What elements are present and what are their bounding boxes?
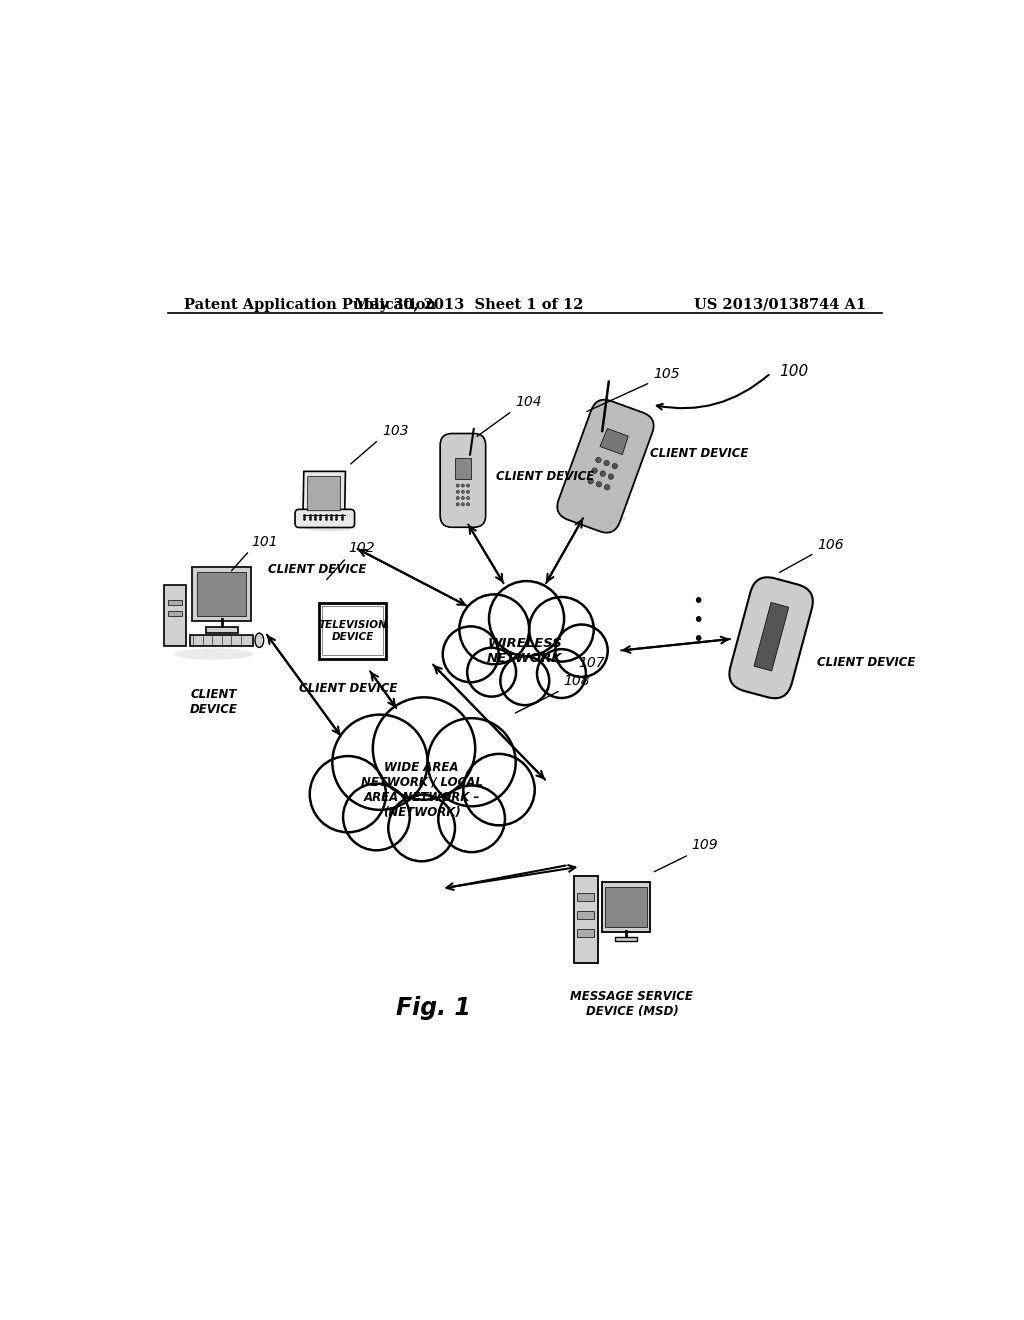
Text: •: • bbox=[692, 611, 703, 630]
Text: CLIENT DEVICE: CLIENT DEVICE bbox=[650, 447, 749, 461]
Bar bbox=[615, 937, 637, 941]
Ellipse shape bbox=[455, 615, 595, 686]
Circle shape bbox=[588, 478, 594, 484]
Ellipse shape bbox=[301, 521, 356, 531]
FancyBboxPatch shape bbox=[295, 510, 354, 528]
Circle shape bbox=[596, 457, 601, 463]
Text: 107: 107 bbox=[579, 656, 605, 669]
Bar bbox=[168, 601, 182, 606]
Text: •: • bbox=[692, 630, 703, 649]
Ellipse shape bbox=[450, 516, 476, 521]
Ellipse shape bbox=[174, 648, 253, 660]
Circle shape bbox=[596, 482, 602, 487]
Circle shape bbox=[467, 484, 470, 487]
FancyBboxPatch shape bbox=[557, 400, 653, 533]
Bar bbox=[206, 627, 238, 632]
Text: 104: 104 bbox=[515, 396, 542, 409]
Circle shape bbox=[438, 785, 505, 853]
Text: CLIENT DEVICE: CLIENT DEVICE bbox=[497, 470, 595, 483]
Text: 103: 103 bbox=[382, 424, 409, 438]
Ellipse shape bbox=[327, 744, 517, 836]
Ellipse shape bbox=[583, 513, 626, 523]
Text: May 30, 2013  Sheet 1 of 12: May 30, 2013 Sheet 1 of 12 bbox=[354, 297, 584, 312]
FancyBboxPatch shape bbox=[440, 433, 485, 527]
Text: 102: 102 bbox=[348, 541, 375, 556]
Text: 101: 101 bbox=[252, 535, 279, 549]
Text: 105: 105 bbox=[653, 367, 680, 381]
FancyBboxPatch shape bbox=[729, 577, 813, 698]
Circle shape bbox=[467, 503, 470, 506]
Bar bbox=[189, 635, 253, 647]
Circle shape bbox=[428, 718, 516, 807]
Circle shape bbox=[462, 503, 465, 506]
Text: CLIENT
DEVICE: CLIENT DEVICE bbox=[189, 688, 238, 715]
Circle shape bbox=[462, 490, 465, 494]
Circle shape bbox=[463, 754, 535, 825]
Circle shape bbox=[604, 484, 610, 490]
Circle shape bbox=[604, 461, 609, 466]
Circle shape bbox=[343, 784, 410, 850]
Text: 106: 106 bbox=[817, 537, 844, 552]
Text: 109: 109 bbox=[691, 838, 718, 853]
Text: 108: 108 bbox=[563, 675, 590, 688]
Circle shape bbox=[456, 496, 460, 500]
Circle shape bbox=[608, 474, 613, 479]
Circle shape bbox=[309, 756, 386, 833]
Bar bbox=[605, 887, 647, 928]
Text: CLIENT DEVICE: CLIENT DEVICE bbox=[299, 682, 397, 696]
Text: •: • bbox=[692, 593, 703, 611]
Circle shape bbox=[333, 714, 428, 810]
Polygon shape bbox=[303, 471, 345, 515]
Bar bbox=[578, 929, 594, 937]
Circle shape bbox=[456, 484, 460, 487]
Circle shape bbox=[456, 503, 460, 506]
Circle shape bbox=[467, 648, 516, 697]
Polygon shape bbox=[307, 477, 341, 511]
Circle shape bbox=[592, 467, 597, 474]
Circle shape bbox=[600, 471, 605, 477]
Text: TELEVISION
DEVICE: TELEVISION DEVICE bbox=[318, 620, 387, 642]
Circle shape bbox=[460, 594, 529, 664]
Bar bbox=[578, 894, 594, 902]
Bar bbox=[168, 611, 182, 615]
Bar bbox=[602, 882, 650, 932]
Circle shape bbox=[467, 490, 470, 494]
Bar bbox=[319, 603, 386, 659]
Bar bbox=[578, 911, 594, 920]
Text: Fig. 1: Fig. 1 bbox=[396, 995, 471, 1020]
Circle shape bbox=[442, 627, 499, 682]
Ellipse shape bbox=[255, 634, 264, 647]
Text: 100: 100 bbox=[778, 364, 808, 379]
Bar bbox=[191, 568, 252, 620]
Bar bbox=[455, 458, 471, 479]
Circle shape bbox=[388, 795, 455, 861]
Text: Patent Application Publication: Patent Application Publication bbox=[183, 297, 435, 312]
Circle shape bbox=[501, 656, 549, 705]
Text: CLIENT DEVICE: CLIENT DEVICE bbox=[267, 564, 366, 577]
Bar bbox=[754, 602, 788, 671]
Polygon shape bbox=[600, 429, 629, 454]
Text: MESSAGE SERVICE
DEVICE (MSD): MESSAGE SERVICE DEVICE (MSD) bbox=[570, 990, 693, 1018]
Circle shape bbox=[555, 624, 607, 677]
Circle shape bbox=[612, 463, 617, 469]
Circle shape bbox=[489, 581, 564, 656]
Text: WIDE AREA
NETWORK / LOCAL
AREA NETWORK –
(NETWORK): WIDE AREA NETWORK / LOCAL AREA NETWORK –… bbox=[360, 760, 482, 818]
Circle shape bbox=[462, 484, 465, 487]
Circle shape bbox=[537, 649, 586, 698]
Circle shape bbox=[456, 490, 460, 494]
Text: WIRELESS
NETWORK: WIRELESS NETWORK bbox=[487, 636, 562, 665]
Bar bbox=[197, 573, 246, 615]
Circle shape bbox=[529, 597, 594, 661]
Circle shape bbox=[462, 496, 465, 500]
Bar bbox=[164, 585, 186, 647]
Bar bbox=[574, 876, 598, 964]
Text: US 2013/0138744 A1: US 2013/0138744 A1 bbox=[694, 297, 866, 312]
Circle shape bbox=[373, 697, 475, 800]
Circle shape bbox=[467, 496, 470, 500]
Text: CLIENT DEVICE: CLIENT DEVICE bbox=[817, 656, 915, 669]
Bar bbox=[322, 606, 383, 655]
